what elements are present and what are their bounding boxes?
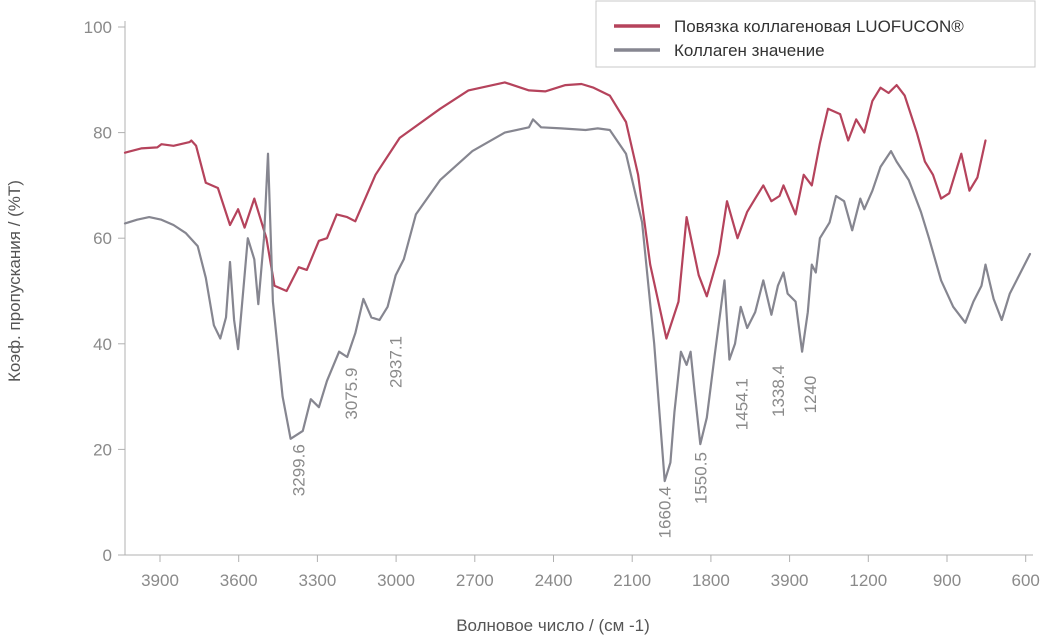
peak-label: 2937.1 xyxy=(387,336,406,388)
legend-box xyxy=(595,0,1036,68)
y-tick-label: 80 xyxy=(93,124,112,143)
peak-label: 1338.4 xyxy=(769,365,788,417)
peak-label: 1660.4 xyxy=(656,486,675,538)
x-tick-label: 2400 xyxy=(535,571,573,590)
x-tick-label: 3900 xyxy=(771,571,809,590)
peak-label: 1550.5 xyxy=(691,452,710,504)
series-line-1 xyxy=(123,118,1032,483)
peak-label: 1454.1 xyxy=(733,378,752,430)
x-tick-label: 900 xyxy=(933,571,961,590)
y-tick-label: 60 xyxy=(93,229,112,248)
y-tick-label: 100 xyxy=(84,18,112,37)
y-tick-label: 0 xyxy=(103,546,112,565)
x-tick-label: 3600 xyxy=(220,571,258,590)
peak-label: 1240 xyxy=(801,376,820,414)
x-axis-title: Волновое число / (см -1) xyxy=(456,616,650,635)
y-axis-title: Коэф. пропускания / (%T) xyxy=(5,180,24,382)
y-tick-label: 20 xyxy=(93,440,112,459)
y-tick-label: 40 xyxy=(93,335,112,354)
x-tick-label: 2100 xyxy=(613,571,651,590)
legend-label-0: Повязка коллагеновая LUOFUCON® xyxy=(674,17,964,36)
x-tick-label: 3300 xyxy=(298,571,336,590)
peak-annotations: 3299.6 3075.9 2937.1 1660.4 1550.5 1454.1 1338… xyxy=(290,336,821,538)
x-tick-label: 600 xyxy=(1012,571,1040,590)
legend: Повязка коллагеновая LUOFUCON® Коллаген … xyxy=(595,0,1036,68)
series-line-0 xyxy=(123,81,987,340)
x-tick-label: 1800 xyxy=(692,571,730,590)
x-tick-label: 3000 xyxy=(377,571,415,590)
peak-label: 3075.9 xyxy=(342,368,361,420)
axes: 0 20 40 60 80 100 3900 3600 3300 3000 2700 2400 2100… xyxy=(84,18,1040,590)
peak-label: 3299.6 xyxy=(290,444,309,496)
legend-label-1: Коллаген значение xyxy=(674,41,825,60)
series-layer xyxy=(123,81,1032,483)
x-tick-label: 2700 xyxy=(456,571,494,590)
x-tick-label: 3900 xyxy=(141,571,179,590)
x-tick-label: 1200 xyxy=(849,571,887,590)
